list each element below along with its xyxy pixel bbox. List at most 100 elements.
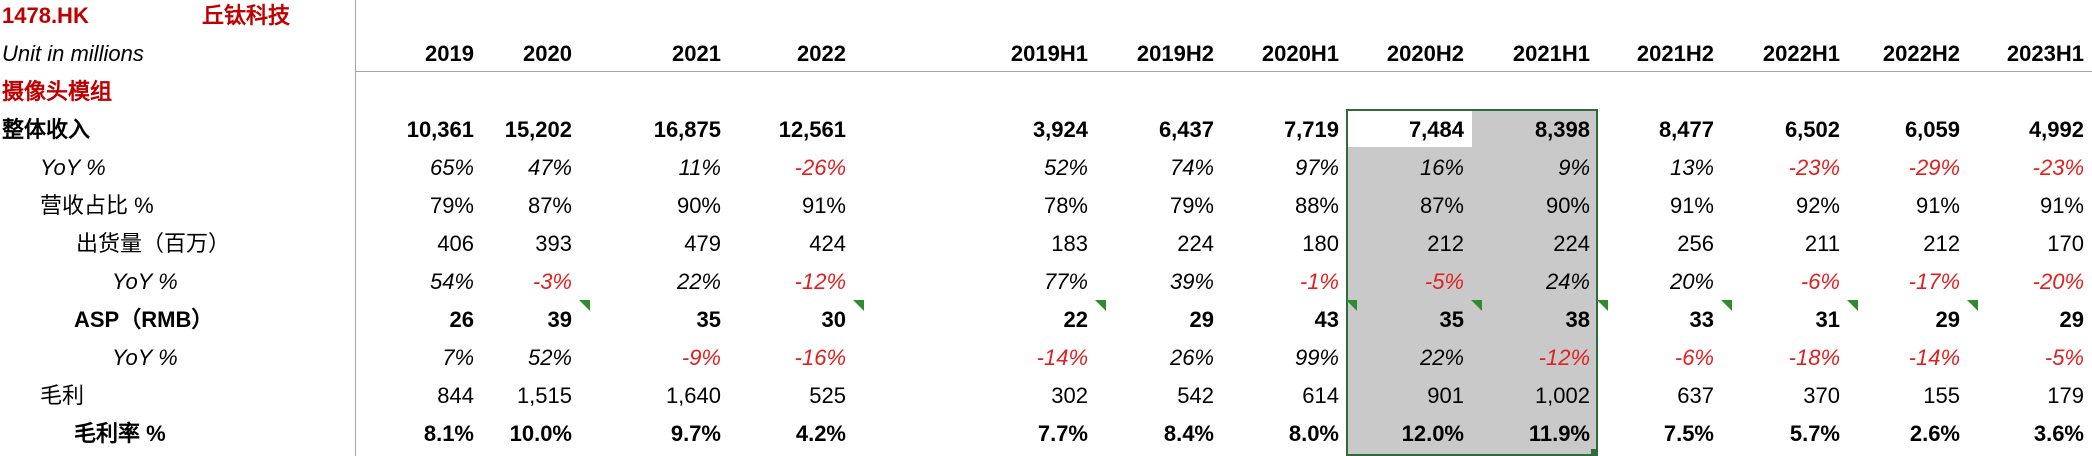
table-cell[interactable]: -16%: [794, 345, 846, 370]
table-cell[interactable]: -20%: [2032, 269, 2084, 294]
table-cell[interactable]: 212: [1427, 231, 1464, 256]
table-cell[interactable]: 224: [1553, 231, 1590, 256]
table-cell[interactable]: -9%: [681, 345, 721, 370]
table-cell[interactable]: 7%: [442, 345, 474, 370]
table-cell[interactable]: 8.1%: [423, 421, 474, 446]
column-header[interactable]: 2019H1: [1010, 41, 1088, 66]
table-cell[interactable]: 180: [1302, 231, 1339, 256]
comment-marker-icon[interactable]: [853, 300, 864, 311]
column-header[interactable]: 2019H2: [1136, 41, 1214, 66]
table-cell[interactable]: 91%: [1669, 193, 1714, 218]
table-cell[interactable]: 13%: [1669, 155, 1714, 180]
table-cell[interactable]: -6%: [1674, 345, 1714, 370]
table-cell[interactable]: 11%: [678, 155, 721, 180]
table-cell[interactable]: 79%: [429, 193, 474, 218]
table-cell[interactable]: 4,992: [2028, 117, 2084, 142]
company-name[interactable]: 丘钛科技: [202, 3, 291, 28]
table-cell[interactable]: 38: [1565, 307, 1590, 332]
table-cell[interactable]: -12%: [794, 269, 846, 294]
comment-marker-icon[interactable]: [1597, 300, 1608, 311]
table-cell[interactable]: -14%: [1908, 345, 1960, 370]
table-cell[interactable]: 30: [821, 307, 846, 332]
table-cell[interactable]: 4.2%: [795, 421, 846, 446]
table-cell[interactable]: 54%: [429, 269, 474, 294]
table-cell[interactable]: 29: [1935, 307, 1960, 332]
table-cell[interactable]: 525: [809, 383, 846, 408]
table-cell[interactable]: 39: [547, 307, 572, 332]
table-cell[interactable]: 6,502: [1784, 117, 1840, 142]
table-cell[interactable]: -5%: [1424, 269, 1464, 294]
table-cell[interactable]: 901: [1427, 383, 1464, 408]
column-header[interactable]: 2022: [797, 41, 846, 66]
table-cell[interactable]: -5%: [2044, 345, 2084, 370]
table-cell[interactable]: -3%: [532, 269, 572, 294]
table-cell[interactable]: 179: [2047, 383, 2084, 408]
column-header[interactable]: 2022H2: [1882, 41, 1960, 66]
table-cell[interactable]: 97%: [1294, 155, 1339, 180]
row-label[interactable]: 出货量（百万）: [76, 231, 231, 256]
table-cell[interactable]: 39%: [1169, 269, 1214, 294]
ticker-label[interactable]: 1478.HK: [2, 3, 89, 28]
table-cell[interactable]: -17%: [1908, 269, 1960, 294]
table-cell[interactable]: 256: [1677, 231, 1714, 256]
table-cell[interactable]: 1,640: [665, 383, 721, 408]
table-cell[interactable]: 3,924: [1032, 117, 1088, 142]
table-cell[interactable]: 79%: [1169, 193, 1214, 218]
table-cell[interactable]: 35: [1439, 307, 1464, 332]
table-cell[interactable]: 1,515: [516, 383, 572, 408]
table-cell[interactable]: 170: [2047, 231, 2084, 256]
row-label[interactable]: YoY %: [112, 269, 178, 294]
comment-marker-icon[interactable]: [1721, 300, 1732, 311]
table-cell[interactable]: 20%: [1669, 269, 1714, 294]
table-cell[interactable]: 2.6%: [1909, 421, 1960, 446]
table-cell[interactable]: 99%: [1294, 345, 1339, 370]
table-cell[interactable]: 47%: [527, 155, 572, 180]
table-cell[interactable]: 393: [535, 231, 572, 256]
comment-marker-icon[interactable]: [579, 300, 590, 311]
table-cell[interactable]: -26%: [794, 155, 846, 180]
comment-marker-icon[interactable]: [1346, 300, 1357, 311]
section-title[interactable]: 摄像头模组: [2, 79, 113, 104]
comment-marker-icon[interactable]: [1967, 300, 1978, 311]
table-cell[interactable]: 211: [1804, 231, 1840, 256]
table-cell[interactable]: 302: [1051, 383, 1088, 408]
table-cell[interactable]: 90%: [676, 193, 721, 218]
table-cell[interactable]: 479: [684, 231, 721, 256]
fill-handle[interactable]: [1591, 449, 1598, 456]
table-cell[interactable]: 844: [437, 383, 474, 408]
column-header[interactable]: 2023H1: [2006, 41, 2084, 66]
table-cell[interactable]: 29: [1189, 307, 1214, 332]
table-cell[interactable]: 78%: [1043, 193, 1088, 218]
table-cell[interactable]: 87%: [527, 193, 572, 218]
table-cell[interactable]: 22%: [1419, 345, 1464, 370]
row-label[interactable]: 毛利率 %: [74, 421, 166, 446]
table-cell[interactable]: 9%: [1558, 155, 1590, 180]
row-label[interactable]: ASP（RMB）: [74, 307, 214, 332]
table-cell[interactable]: 12.0%: [1401, 421, 1464, 446]
table-cell[interactable]: 1,002: [1534, 383, 1590, 408]
table-cell[interactable]: 31: [1815, 307, 1840, 332]
table-cell[interactable]: 7.7%: [1037, 421, 1088, 446]
table-cell[interactable]: -12%: [1538, 345, 1590, 370]
table-cell[interactable]: -6%: [1800, 269, 1840, 294]
table-cell[interactable]: 7.5%: [1663, 421, 1714, 446]
table-cell[interactable]: 7,719: [1283, 117, 1339, 142]
table-cell[interactable]: 77%: [1043, 269, 1088, 294]
comment-marker-icon[interactable]: [1095, 300, 1106, 311]
row-label[interactable]: 整体收入: [2, 117, 91, 142]
table-cell[interactable]: 6,059: [1904, 117, 1960, 142]
unit-label[interactable]: Unit in millions: [2, 41, 144, 66]
table-cell[interactable]: 424: [809, 231, 846, 256]
table-cell[interactable]: 24%: [1545, 269, 1590, 294]
table-cell[interactable]: 33: [1689, 307, 1714, 332]
table-cell[interactable]: 29: [2059, 307, 2084, 332]
column-header[interactable]: 2020H1: [1261, 41, 1339, 66]
table-cell[interactable]: 9.7%: [670, 421, 721, 446]
table-cell[interactable]: 52%: [1043, 155, 1088, 180]
table-cell[interactable]: 8,398: [1534, 117, 1590, 142]
table-cell[interactable]: 8,477: [1658, 117, 1714, 142]
table-cell[interactable]: 91%: [801, 193, 846, 218]
table-cell[interactable]: 3.6%: [2033, 421, 2084, 446]
table-cell[interactable]: 8.0%: [1288, 421, 1339, 446]
table-cell[interactable]: 26: [449, 307, 474, 332]
